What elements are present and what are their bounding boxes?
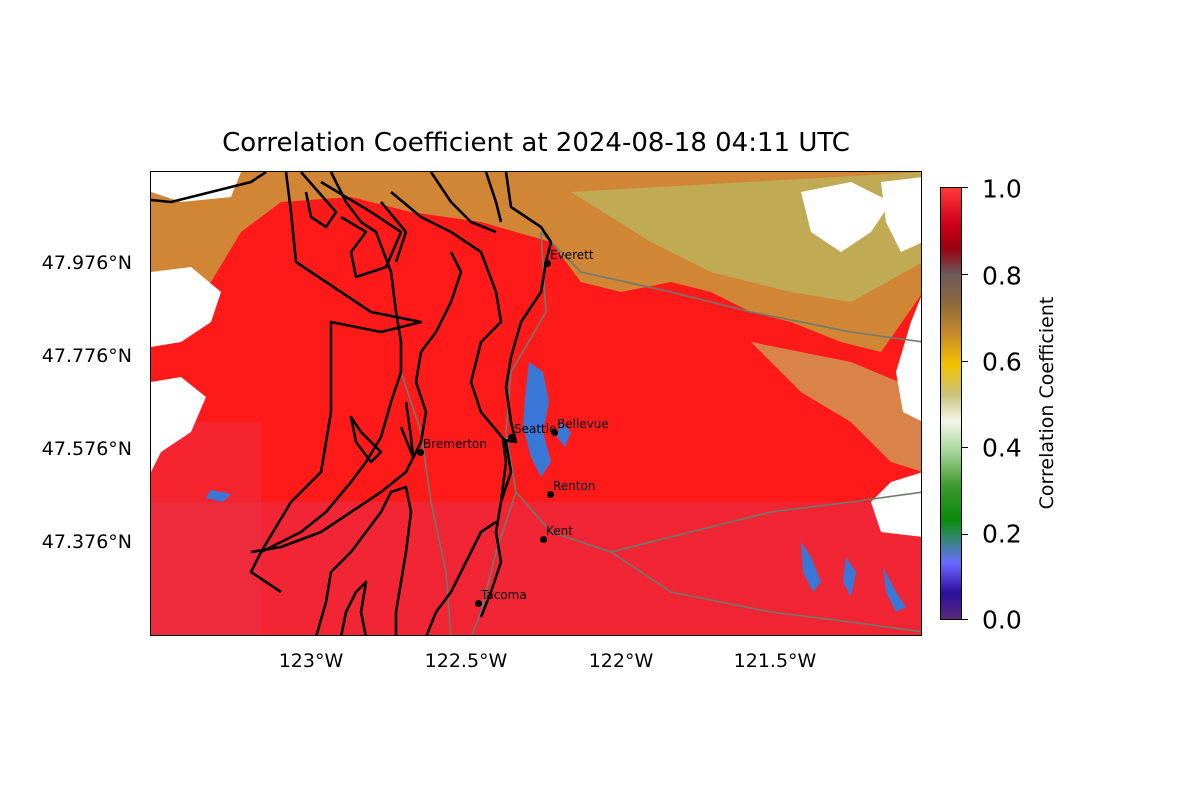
lake-west <box>206 490 231 502</box>
lat-label-4: 47.376°N <box>41 531 132 553</box>
no-echo-corner <box>151 172 241 202</box>
city-label-seattle: Seattle <box>514 422 557 436</box>
city-label-bellevue: Bellevue <box>557 417 609 431</box>
colorbar-tick-5 <box>962 534 968 535</box>
colorbar-label-4: 0.4 <box>982 433 1022 463</box>
county-lines <box>400 231 921 635</box>
city-marker-everett <box>544 260 551 267</box>
city-marker-tacoma <box>475 600 482 607</box>
lat-label-2: 47.776°N <box>41 345 132 367</box>
lake-east-3 <box>883 567 906 612</box>
lake-east-2 <box>843 557 856 597</box>
coastline <box>151 172 553 635</box>
colorbar-tick-6 <box>962 619 968 620</box>
lon-label-1: 123°W <box>278 650 344 672</box>
no-echo-nw <box>151 267 221 347</box>
city-label-renton: Renton <box>553 479 596 493</box>
lon-label-2: 122.5°W <box>424 650 508 672</box>
colorbar <box>940 187 962 620</box>
radar-map-svg <box>151 172 921 635</box>
colorbar-tick-3 <box>962 361 968 362</box>
no-echo-ne-3 <box>881 177 921 252</box>
city-label-tacoma: Tacoma <box>481 588 527 602</box>
no-echo-ne-1 <box>801 182 891 252</box>
lon-label-3: 122°W <box>588 650 654 672</box>
lake-washington <box>523 362 551 477</box>
lon-label-4: 121.5°W <box>733 650 817 672</box>
city-marker-seattle <box>508 434 515 441</box>
colorbar-label-5: 0.2 <box>982 519 1022 549</box>
colorbar-label-2: 0.8 <box>982 261 1022 291</box>
no-echo-e <box>871 472 921 537</box>
city-label-bremerton: Bremerton <box>423 437 487 451</box>
colorbar-label-6: 0.0 <box>982 605 1022 635</box>
colorbar-tick-1 <box>962 187 968 188</box>
city-marker-renton <box>547 491 554 498</box>
colorbar-label-1: 1.0 <box>982 174 1022 204</box>
map-title: Correlation Coefficient at 2024-08-18 04… <box>222 128 850 158</box>
city-marker-bremerton <box>417 449 424 456</box>
city-marker-kent <box>540 536 547 543</box>
colorbar-label-3: 0.6 <box>982 347 1022 377</box>
city-marker-bellevue <box>551 429 558 436</box>
lake-east-1 <box>801 542 821 592</box>
lake-sammamish <box>557 422 571 447</box>
lat-label-3: 47.576°N <box>41 438 132 460</box>
city-label-kent: Kent <box>546 524 573 538</box>
radar-field-south <box>151 502 921 635</box>
colorbar-tick-2 <box>962 274 968 275</box>
mixed-echo-east <box>751 342 921 472</box>
lat-label-1: 47.976°N <box>41 252 132 274</box>
colorbar-tick-4 <box>962 447 968 448</box>
no-echo-ne-2 <box>896 297 921 421</box>
city-label-everett: Everett <box>550 248 594 262</box>
colorbar-title: Correlation Coefficient <box>1036 296 1058 510</box>
radar-map[interactable] <box>150 171 922 636</box>
radar-field-southwest <box>151 422 261 635</box>
no-echo-w <box>151 377 206 472</box>
